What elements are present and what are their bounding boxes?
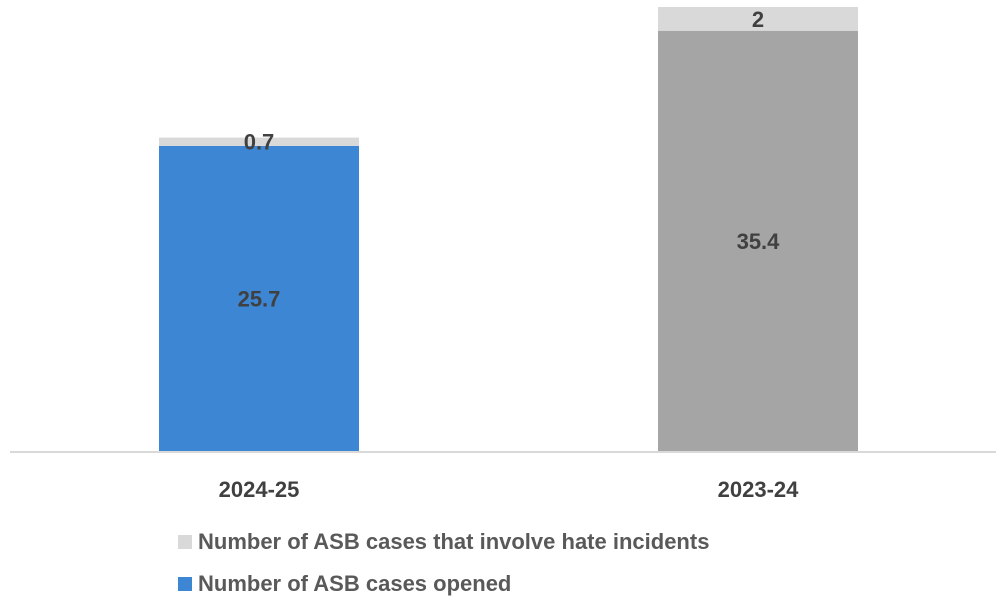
x-tick-label-2023-24: 2023-24	[718, 477, 800, 502]
data-labels-layer: 25.7 0.7 35.4 2	[238, 7, 781, 312]
bar-2024-25-series-1	[159, 137, 359, 146]
legend-item-hate-incidents: Number of ASB cases that involve hate in…	[178, 524, 709, 560]
bar-2023-24-series-0	[658, 30, 858, 451]
legend: Number of ASB cases that involve hate in…	[178, 524, 709, 608]
data-label-2023-24-series-0: 35.4	[737, 229, 781, 254]
legend-label-hate-incidents: Number of ASB cases that involve hate in…	[198, 529, 710, 554]
data-label-2023-24-series-1: 2	[752, 7, 764, 32]
bar-2023-24-series-1	[658, 7, 858, 31]
bars-layer	[159, 7, 858, 452]
x-tick-labels: 2024-25 2023-24	[219, 477, 800, 502]
bar-2024-25-series-0	[159, 145, 359, 452]
legend-swatch-hate-incidents	[178, 535, 192, 549]
x-tick-label-2024-25: 2024-25	[219, 477, 300, 502]
legend-swatch-cases-opened	[178, 577, 192, 591]
data-label-2024-25-series-1: 0.7	[244, 130, 275, 155]
legend-label-cases-opened: Number of ASB cases opened	[198, 571, 512, 596]
data-label-2024-25-series-0: 25.7	[238, 286, 281, 311]
legend-item-cases-opened: Number of ASB cases opened	[178, 566, 709, 602]
